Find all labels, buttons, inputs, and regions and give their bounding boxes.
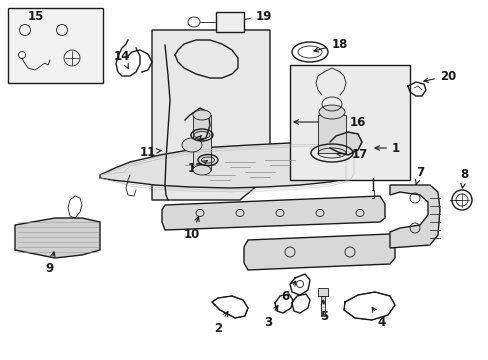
Text: 9: 9: [46, 252, 55, 274]
Ellipse shape: [193, 165, 210, 175]
Polygon shape: [389, 185, 439, 248]
Text: 18: 18: [313, 37, 347, 52]
Text: 16: 16: [293, 116, 366, 129]
Ellipse shape: [318, 105, 345, 119]
Text: 11: 11: [140, 145, 162, 158]
Polygon shape: [15, 218, 100, 258]
Ellipse shape: [182, 138, 202, 152]
Bar: [320, 296, 325, 316]
Polygon shape: [162, 196, 384, 230]
Text: 2: 2: [214, 311, 227, 334]
Text: 13: 13: [187, 161, 207, 175]
Text: 7: 7: [414, 166, 423, 184]
Text: 14: 14: [114, 49, 130, 68]
Text: 19: 19: [233, 9, 272, 23]
Text: 15: 15: [28, 9, 44, 22]
Bar: [289, 65, 409, 180]
Text: 10: 10: [183, 217, 200, 240]
Polygon shape: [244, 234, 394, 270]
Bar: [193, 115, 210, 170]
Text: 6: 6: [280, 281, 295, 302]
Text: 12: 12: [183, 136, 201, 152]
Text: 17: 17: [335, 148, 367, 162]
Text: 20: 20: [423, 69, 455, 82]
Text: 3: 3: [264, 305, 277, 328]
Text: 4: 4: [371, 307, 386, 328]
Bar: [8, 8, 103, 83]
Text: 5: 5: [319, 300, 327, 323]
Bar: [317, 115, 346, 153]
Bar: [216, 12, 244, 32]
Polygon shape: [329, 132, 361, 155]
Polygon shape: [100, 142, 371, 188]
Bar: [317, 288, 327, 296]
Polygon shape: [152, 30, 269, 200]
Text: 1: 1: [374, 141, 399, 154]
Text: 8: 8: [459, 168, 467, 188]
Ellipse shape: [193, 110, 210, 120]
